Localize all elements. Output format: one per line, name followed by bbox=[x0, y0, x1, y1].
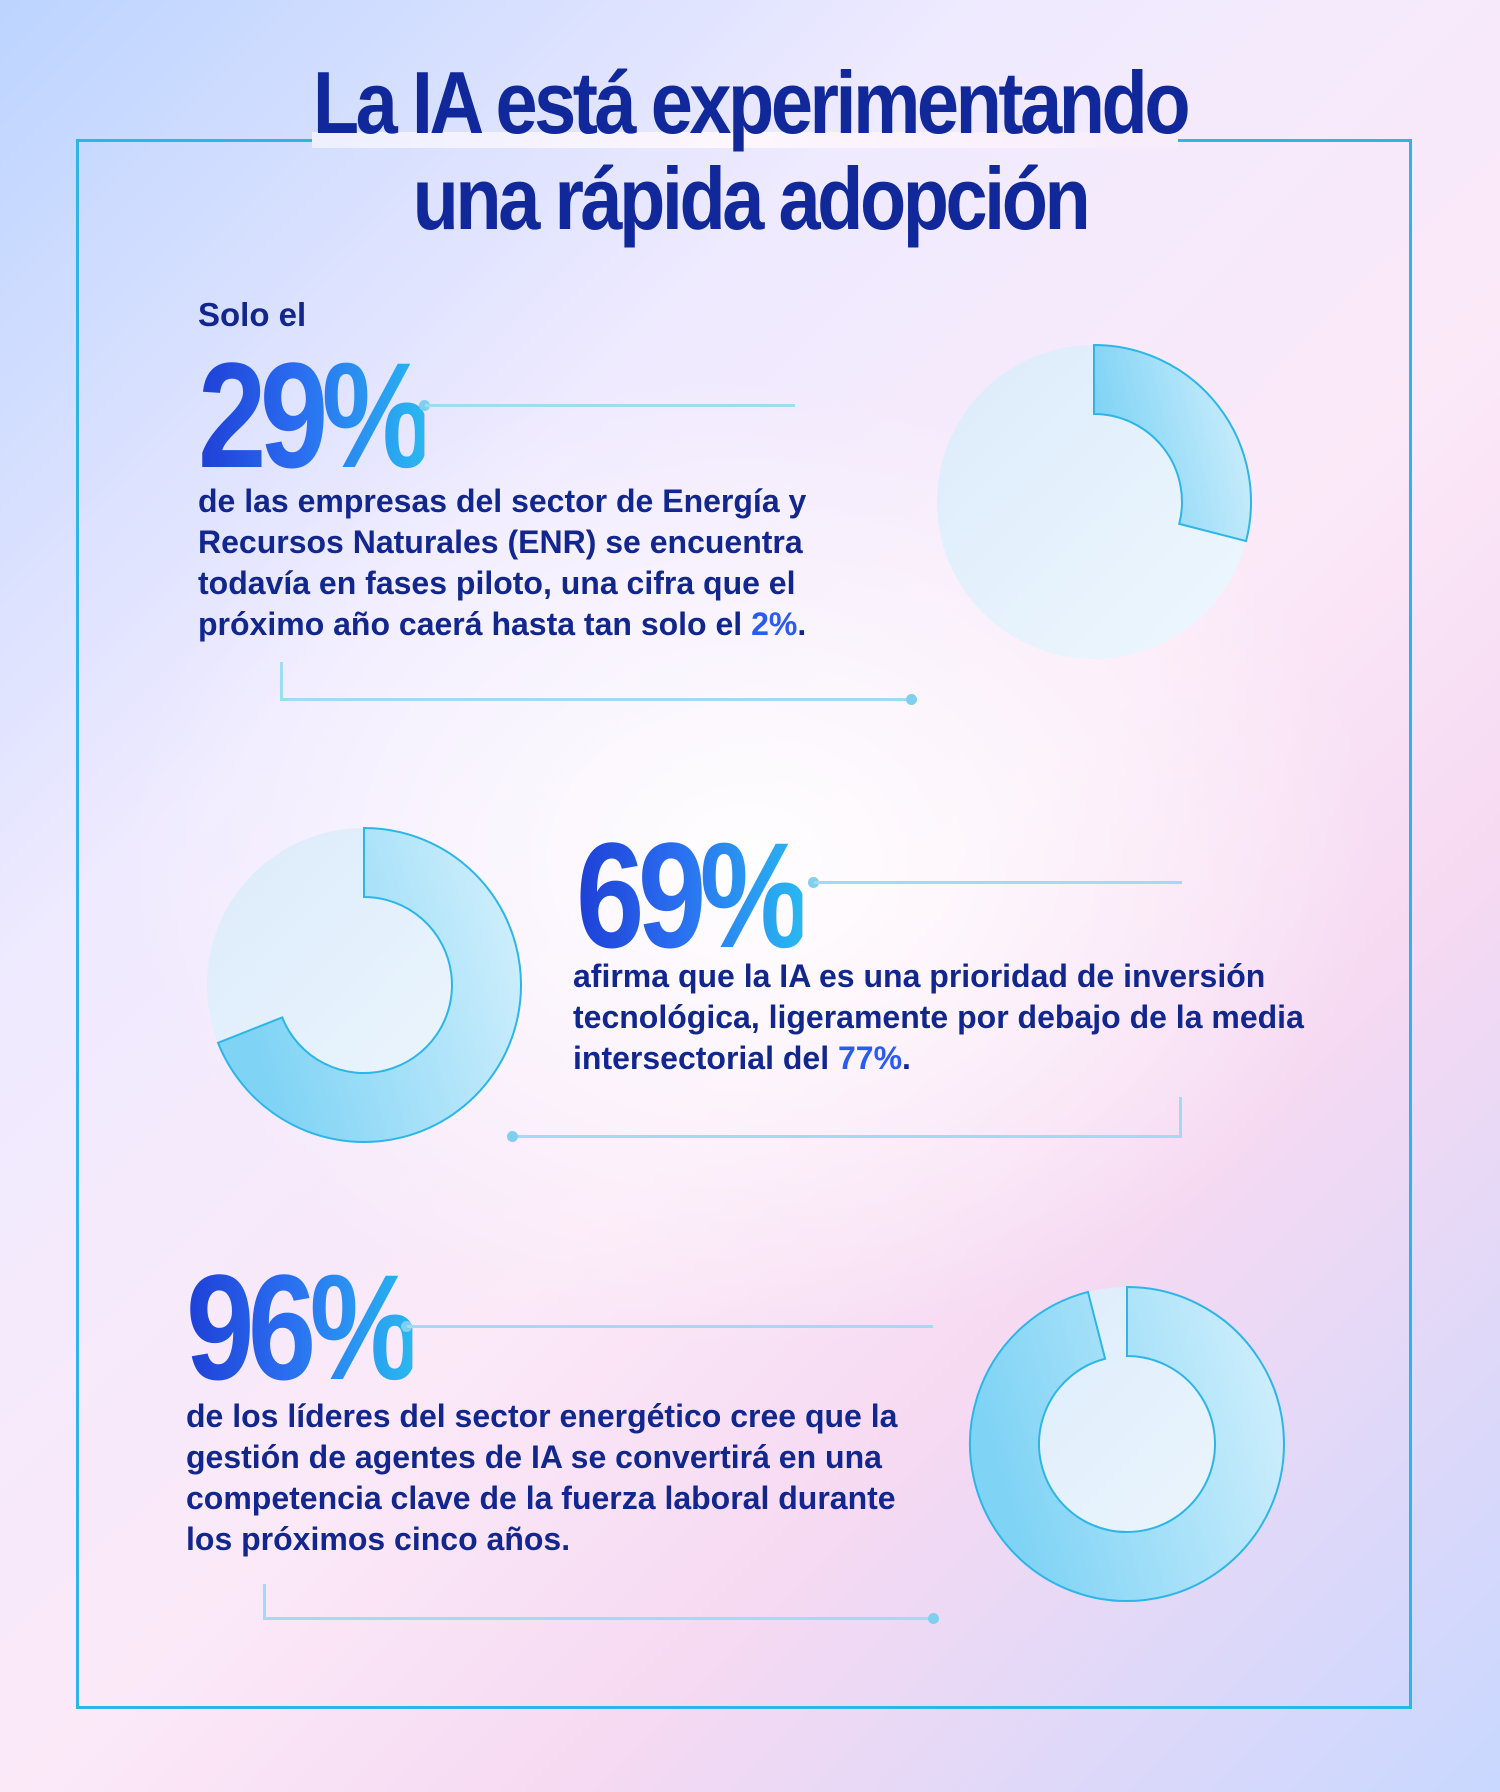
connector-line bbox=[263, 1584, 266, 1620]
connector-line bbox=[513, 1135, 1182, 1138]
stat-1-value: 29% bbox=[198, 331, 431, 499]
connector-dot bbox=[507, 1131, 518, 1142]
connector-dot bbox=[808, 877, 819, 888]
stat-1-tail: . bbox=[797, 606, 807, 642]
stat-3-text: de los líderes del sector energético cre… bbox=[186, 1398, 898, 1557]
connector-line bbox=[280, 698, 910, 701]
stat-3-value: 96% bbox=[186, 1243, 419, 1411]
title-line-1: La IA está experimentando bbox=[312, 53, 1191, 152]
stat-2-description: afirma que la IA es una prioridad de inv… bbox=[573, 956, 1333, 1079]
stat-1-text: de las empresas del sector de Energía y … bbox=[198, 483, 807, 642]
stat-3-description: de los líderes del sector energético cre… bbox=[186, 1396, 946, 1560]
stat-2-tail: . bbox=[902, 1040, 911, 1076]
stat-2-highlight: 77% bbox=[837, 1040, 903, 1076]
connector-line bbox=[425, 404, 795, 407]
connector-line bbox=[1179, 1097, 1182, 1138]
connector-dot bbox=[906, 694, 917, 705]
stat-2-value: 69% bbox=[576, 811, 809, 979]
connector-dot bbox=[928, 1613, 939, 1624]
title-line-2: una rápida adopción bbox=[412, 149, 1091, 248]
connector-line bbox=[407, 1325, 933, 1328]
stat-2-text: afirma que la IA es una prioridad de inv… bbox=[573, 958, 1304, 1076]
stat-1-kicker: Solo el bbox=[198, 296, 307, 333]
connector-dot bbox=[419, 400, 430, 411]
connector-line bbox=[263, 1617, 933, 1620]
title-frame-gap bbox=[312, 132, 1178, 148]
connector-line bbox=[280, 662, 283, 701]
connector-dot bbox=[401, 1321, 412, 1332]
stat-1-description: de las empresas del sector de Energía y … bbox=[198, 481, 898, 645]
page-title: La IA está experimentando una rápida ado… bbox=[105, 55, 1395, 247]
stat-1-highlight: 2% bbox=[751, 606, 798, 642]
connector-line bbox=[814, 881, 1182, 884]
